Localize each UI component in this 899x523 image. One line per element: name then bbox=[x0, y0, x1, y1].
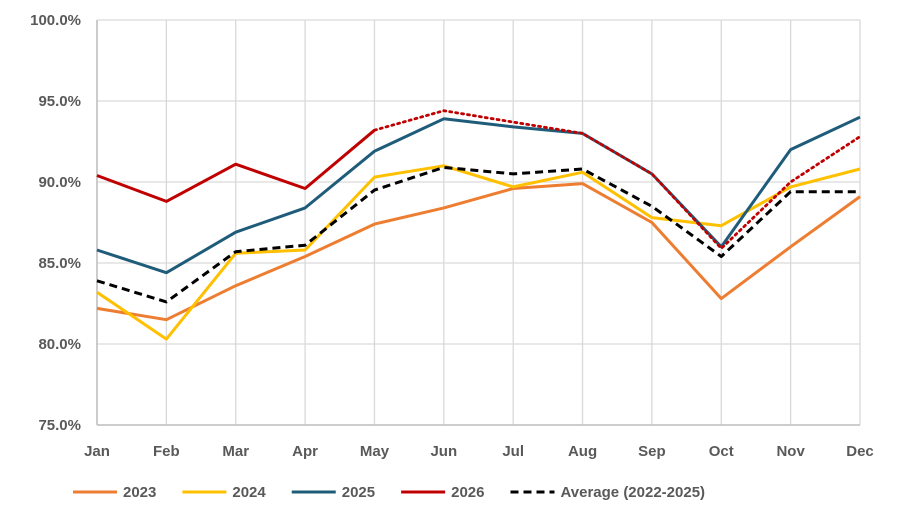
y-tick-label: 95.0% bbox=[38, 93, 81, 110]
legend-item-2026: 2026 bbox=[401, 484, 485, 501]
series-lines bbox=[96, 109, 862, 341]
x-tick-label: Dec bbox=[846, 443, 874, 460]
x-tick-label: Jul bbox=[502, 443, 524, 460]
x-tick-label: Apr bbox=[292, 443, 318, 460]
legend-label: Average (2022-2025) bbox=[561, 484, 706, 501]
x-tick-label: Jan bbox=[84, 443, 110, 460]
legend-item-average-2022-2025: Average (2022-2025) bbox=[510, 484, 706, 501]
series-line-2026-forecast bbox=[373, 109, 862, 250]
x-tick-label: Aug bbox=[568, 443, 597, 460]
series-line-2023 bbox=[96, 182, 861, 322]
y-tick-label: 90.0% bbox=[38, 174, 81, 191]
series-line-2025 bbox=[96, 115, 861, 275]
legend-item-2024: 2024 bbox=[182, 484, 266, 501]
series-line-2026 bbox=[96, 129, 376, 203]
x-tick-label: Feb bbox=[153, 443, 180, 460]
x-tick-label: Mar bbox=[222, 443, 249, 460]
series-line-2024 bbox=[96, 164, 861, 341]
y-axis-ticks: 75.0% 80.0% 85.0% 90.0% 95.0% 100.0% bbox=[30, 12, 81, 434]
series-line-average-2022-2025 bbox=[96, 165, 860, 304]
legend-label: 2026 bbox=[451, 484, 484, 501]
x-tick-label: May bbox=[360, 443, 390, 460]
legend-item-2023: 2023 bbox=[73, 484, 156, 501]
x-tick-label: Sep bbox=[638, 443, 666, 460]
legend-label: 2024 bbox=[232, 484, 266, 501]
axis-frame bbox=[96, 20, 860, 426]
y-tick-label: 75.0% bbox=[38, 417, 81, 434]
x-axis-ticks: Jan Feb Mar Apr May Jun Jul Aug Sep Oct Nov Dec bbox=[84, 443, 874, 460]
legend: 2023 2024 2025 2026 Average (2022-2025) bbox=[73, 484, 705, 501]
legend-label: 2023 bbox=[123, 484, 156, 501]
legend-label: 2025 bbox=[342, 484, 375, 501]
x-tick-label: Oct bbox=[709, 443, 734, 460]
x-tick-label: Jun bbox=[430, 443, 457, 460]
legend-item-2025: 2025 bbox=[291, 484, 375, 501]
y-tick-label: 85.0% bbox=[38, 255, 81, 272]
x-tick-label: Nov bbox=[776, 443, 805, 460]
gridlines bbox=[96, 19, 861, 426]
y-tick-label: 100.0% bbox=[30, 12, 81, 29]
y-tick-label: 80.0% bbox=[38, 336, 81, 353]
